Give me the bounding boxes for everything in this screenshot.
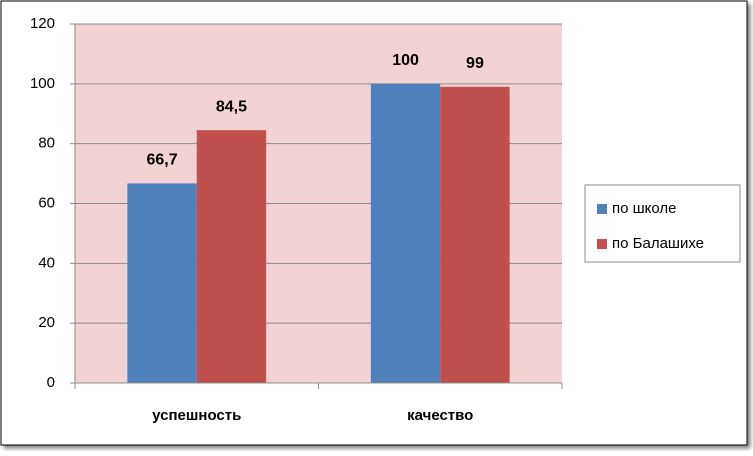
- value-label: 84,5: [216, 98, 247, 115]
- value-label: 100: [392, 52, 419, 69]
- value-label: 99: [466, 55, 484, 72]
- legend: [584, 184, 741, 263]
- bar: [127, 183, 197, 383]
- x-tick-label: успешность: [152, 407, 241, 424]
- x-tick-label: качество: [407, 407, 473, 424]
- legend-swatch: [597, 239, 607, 249]
- legend-label: по школе: [612, 200, 677, 217]
- y-tick-label: 0: [47, 374, 55, 391]
- y-tick-label: 80: [38, 135, 55, 152]
- y-tick-label: 100: [30, 75, 55, 92]
- y-tick-label: 60: [38, 194, 55, 211]
- legend-label: по Балашихе: [612, 235, 704, 252]
- bar: [196, 130, 267, 383]
- bar: [440, 86, 510, 383]
- bar: [370, 83, 441, 383]
- y-tick-label: 120: [30, 15, 55, 32]
- legend-swatch: [597, 204, 607, 214]
- value-label: 66,7: [146, 152, 177, 169]
- y-tick-label: 40: [38, 254, 55, 271]
- y-tick-label: 20: [38, 314, 55, 331]
